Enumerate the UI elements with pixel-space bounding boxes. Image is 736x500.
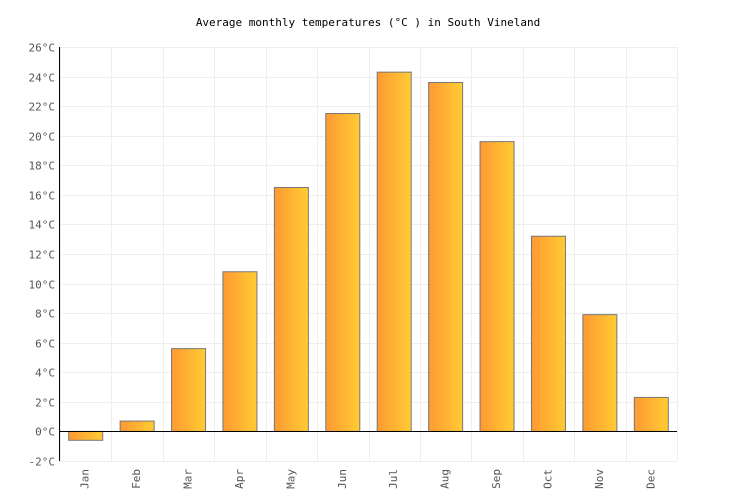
chart-title: Average monthly temperatures (°C ) in So…	[195, 16, 541, 29]
y-tick-label: -2°C	[29, 456, 56, 469]
x-tick-label: Mar	[182, 469, 195, 489]
x-tick-label: Aug	[439, 469, 452, 489]
bar-jul	[376, 71, 412, 432]
x-tick-label: Jul	[387, 469, 400, 489]
x-tick-label: Dec	[644, 469, 657, 489]
bar-jun	[325, 113, 361, 432]
y-tick-label: 10°C	[29, 279, 56, 292]
y-tick-label: 2°C	[35, 397, 55, 410]
x-tick-label: Feb	[130, 469, 143, 489]
x-tick-label: May	[284, 469, 297, 489]
bar-aug	[428, 81, 464, 432]
y-tick-label: 8°C	[35, 308, 55, 321]
x-tick-label: Jun	[336, 469, 349, 489]
y-tick-label: 16°C	[29, 190, 56, 203]
y-tick-label: 4°C	[35, 367, 55, 380]
bar-apr	[222, 271, 258, 432]
y-tick-label: 18°C	[29, 160, 56, 173]
bar-feb	[119, 420, 155, 432]
x-tick-label: Sep	[490, 469, 503, 489]
bar-nov	[582, 314, 618, 432]
x-tick-label: Apr	[233, 469, 246, 489]
y-tick-label: 12°C	[29, 249, 56, 262]
y-tick-label: 20°C	[29, 131, 56, 144]
bar-oct	[530, 235, 566, 432]
y-tick-label: 24°C	[29, 72, 56, 85]
x-tick-label: Oct	[541, 469, 554, 489]
bar-sep	[479, 141, 515, 432]
y-tick-label: 26°C	[29, 42, 56, 55]
y-tick-label: 22°C	[29, 101, 56, 114]
bar-mar	[171, 348, 207, 432]
bar-jan	[68, 430, 104, 441]
bar-dec	[633, 396, 669, 432]
bar-may	[273, 186, 309, 432]
y-tick-label: 6°C	[35, 338, 55, 351]
y-tick-label: 14°C	[29, 219, 56, 232]
x-tick-label: Nov	[593, 469, 606, 489]
x-tick-label: Jan	[79, 469, 92, 489]
y-tick-label: 0°C	[35, 426, 55, 439]
